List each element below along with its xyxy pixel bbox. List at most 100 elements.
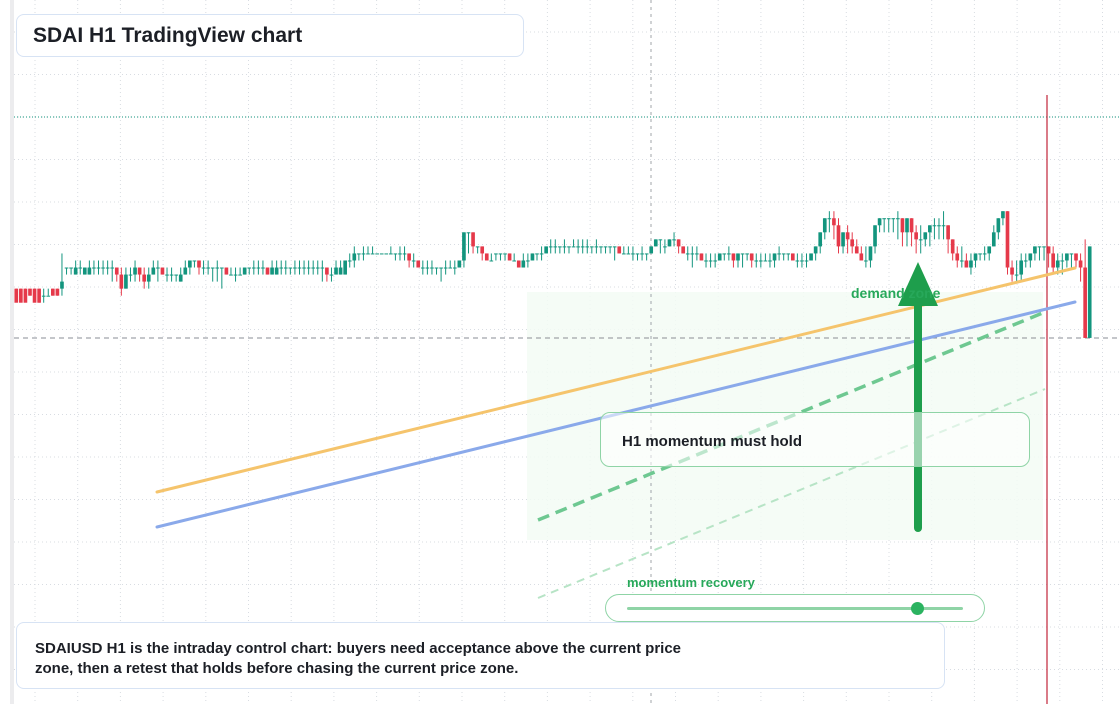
- candle: [548, 239, 553, 254]
- candle-body: [740, 253, 745, 255]
- candle-body: [891, 218, 896, 220]
- candle: [813, 246, 818, 261]
- analysis-note-line-2: zone, then a retest that holds before ch…: [35, 660, 519, 677]
- analysis-note: SDAIUSD H1 is the intraday control chart…: [16, 622, 945, 689]
- candle-body: [192, 260, 197, 262]
- candle: [576, 239, 580, 254]
- candle: [283, 260, 288, 275]
- trendline-green-light-dashed[interactable]: [537, 388, 1046, 599]
- candle-body: [206, 267, 210, 269]
- candle: [256, 260, 261, 275]
- candle-body: [507, 253, 512, 261]
- candle: [1019, 253, 1024, 282]
- candle-body: [964, 260, 969, 268]
- candle: [1028, 253, 1033, 268]
- candle-body: [64, 267, 69, 269]
- candle-body: [283, 267, 288, 269]
- candle: [617, 246, 622, 254]
- recovery-slider-knob[interactable]: [911, 602, 924, 615]
- candle: [695, 246, 699, 261]
- momentum-callout-text: H1 momentum must hold: [622, 433, 803, 450]
- candle-body: [434, 267, 439, 269]
- candle: [736, 253, 740, 268]
- candle: [621, 246, 626, 255]
- candle: [215, 260, 220, 282]
- candle: [521, 253, 526, 268]
- candle: [539, 246, 544, 261]
- candle-body: [768, 260, 772, 262]
- candle-body: [731, 253, 736, 261]
- candle-body: [1037, 246, 1042, 248]
- candle: [882, 218, 886, 233]
- candle-body: [603, 246, 608, 248]
- candle: [987, 246, 992, 261]
- candle-body: [261, 267, 265, 269]
- candle: [535, 253, 539, 261]
- candle: [1037, 246, 1042, 261]
- candle: [420, 260, 425, 275]
- candle: [900, 218, 905, 247]
- candle-body: [320, 267, 325, 269]
- candle-body: [393, 253, 398, 255]
- candle: [1001, 211, 1005, 226]
- candle-body: [1065, 253, 1069, 261]
- candle: [443, 260, 448, 275]
- candle-body: [877, 218, 882, 226]
- momentum-recovery-slider[interactable]: [605, 594, 985, 622]
- candle-body: [46, 295, 51, 297]
- candle: [832, 211, 836, 240]
- candle-body: [649, 246, 654, 254]
- candle: [786, 253, 791, 261]
- candle-body: [183, 267, 188, 275]
- candle-body: [242, 267, 247, 275]
- candle-body: [114, 267, 119, 275]
- candle: [594, 239, 599, 254]
- candle-body: [443, 267, 448, 269]
- candle-body: [334, 267, 338, 275]
- candle-body: [270, 267, 274, 275]
- candle-body: [653, 239, 658, 247]
- candle: [146, 267, 151, 289]
- candle: [137, 267, 142, 282]
- candle-body: [1001, 211, 1005, 219]
- candle-body: [251, 267, 256, 269]
- candle: [19, 288, 23, 303]
- analysis-note-line-1: SDAIUSD H1 is the intraday control chart…: [35, 640, 682, 657]
- candle-body: [544, 246, 548, 254]
- candle-body: [224, 267, 229, 275]
- candle: [781, 253, 786, 261]
- candle-body: [82, 267, 87, 275]
- candle-body: [681, 246, 686, 254]
- candle-body: [1083, 267, 1087, 338]
- candle-body: [407, 253, 411, 261]
- candle-body: [1019, 260, 1024, 275]
- candle-body: [188, 260, 192, 268]
- candle-body: [78, 267, 83, 269]
- candle-body: [124, 274, 128, 289]
- candle-body: [530, 253, 535, 261]
- candle: [114, 267, 119, 282]
- candle: [1014, 260, 1019, 282]
- candle: [1087, 246, 1092, 338]
- candle-body: [146, 274, 151, 282]
- candle: [142, 267, 147, 289]
- candle: [1069, 253, 1074, 268]
- candle: [361, 246, 366, 261]
- candle-body: [1078, 260, 1083, 268]
- candle-body: [1023, 260, 1028, 262]
- candle: [480, 246, 485, 261]
- candle-body: [928, 225, 932, 233]
- candle-body: [763, 260, 768, 262]
- candle-body: [347, 260, 352, 262]
- candle: [251, 260, 256, 275]
- candle-body: [151, 267, 156, 275]
- candle-body: [1005, 211, 1010, 268]
- candle: [434, 267, 439, 275]
- candle: [494, 253, 498, 261]
- candle: [690, 246, 695, 268]
- candle: [667, 239, 672, 247]
- candle: [612, 246, 617, 261]
- candle: [717, 253, 722, 261]
- candle-body: [87, 267, 92, 275]
